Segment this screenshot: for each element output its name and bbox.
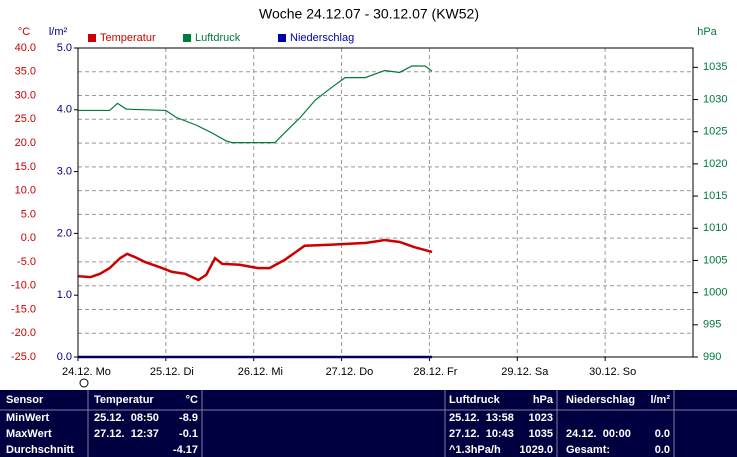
y-tick-label: -20.0 [11,327,36,339]
y2-tick-label: 5.0 [57,42,72,54]
y3-tick-label: 1025 [703,126,727,138]
table-cell: Durchschnitt [6,444,74,456]
table-cell: 0.0 [655,444,670,456]
y2-tick-label: 2.0 [57,227,72,239]
legend-swatch [278,34,286,42]
y-tick-label: -5.0 [17,256,36,268]
y3-tick-label: 1035 [703,61,727,73]
table-cell: 1035 [529,428,553,440]
table-cell: °C [186,394,198,406]
table-cell: -4.17 [173,444,198,456]
legend-swatch [88,34,96,42]
table: Sensor Temperatur °C Luftdruck hPa Niederschl… [6,394,670,456]
y-tick-label: -10.0 [11,280,36,292]
y-tick-label: 30.0 [15,89,36,101]
table-cell: Sensor [6,394,44,406]
y-tick-label: 40.0 [15,42,36,54]
table-cell: MinWert [6,412,50,424]
table-background [0,390,737,457]
table-cell: -8.9 [179,412,198,424]
y2-tick-label: 1.0 [57,289,72,301]
table-separators [0,390,737,457]
y-tick-label: -25.0 [11,351,36,363]
legend-label: Temperatur [100,32,156,44]
table-cell: 1029.0 [519,444,553,456]
data-line [78,65,433,144]
x-tick-label: 24.12. Mo [62,366,111,378]
y-tick-label: -15.0 [11,303,36,315]
x-tick-label: 28.12. Fr [413,366,457,378]
table-cell: 25.12. 13:58 [449,412,514,424]
x-tick-label: 29.12. Sa [501,366,549,378]
table-cell: 1023 [529,412,553,424]
y3-axis-label: hPa [697,26,717,38]
y3-tick-label: 1000 [703,287,727,299]
y3-tick-label: 1005 [703,254,727,266]
y3-tick-label: 990 [703,351,721,363]
y2-tick-label: 3.0 [57,166,72,178]
table-cell: 27.12. 12:37 [94,428,159,440]
table-cell: ^1.3hPa/h [449,444,501,456]
y3-tick-label: 1010 [703,222,727,234]
x-tick-label: 25.12. Di [150,366,194,378]
table-cell: Temperatur [94,394,154,406]
legend-label: Luftdruck [195,32,241,44]
table-cell: 27.12. 10:43 [449,428,514,440]
y3-tick-label: 1020 [703,158,727,170]
table-cell: 24.12. 00:00 [566,428,631,440]
y3-tick-label: 1015 [703,190,727,202]
y-tick-label: 10.0 [15,185,36,197]
table-cell: 0.0 [655,428,670,440]
y-tick-label: 0.0 [21,232,36,244]
y-tick-label: 20.0 [15,137,36,149]
x-tick-label: 27.12. Do [326,366,374,378]
y-tick-label: 5.0 [21,208,36,220]
chart-title: Woche 24.12.07 - 30.12.07 (KW52) [259,6,479,22]
data-line [77,238,433,282]
y2-tick-label: 4.0 [57,104,72,116]
y-tick-label: 15.0 [15,161,36,173]
x-tick-label: 26.12. Mi [238,366,283,378]
y-tick-label: 35.0 [15,66,36,78]
x-tick-label: 30.12. So [589,366,636,378]
y-axis-label: °C [18,26,30,38]
y3-tick-label: 1030 [703,93,727,105]
table-cell: l/m² [650,394,670,406]
legend-swatch [183,34,191,42]
plot-frame [77,47,694,358]
table-cell: Luftdruck [449,394,501,406]
table-cell: Gesamt: [566,444,610,456]
plot-area [77,47,694,358]
table-cell: -0.1 [179,428,198,440]
cursor-marker [79,378,89,388]
y2-axis-label: l/m² [49,26,68,38]
y-tick-label: 25.0 [15,113,36,125]
table-cell: MaxWert [6,428,52,440]
table-cell: Niederschlag [566,394,635,406]
table-cell: 25.12. 08:50 [94,412,159,424]
y2-tick-label: 0.0 [57,351,72,363]
table-cell: hPa [533,394,554,406]
y3-tick-label: 995 [703,319,721,331]
legend-label: Niederschlag [290,32,354,44]
